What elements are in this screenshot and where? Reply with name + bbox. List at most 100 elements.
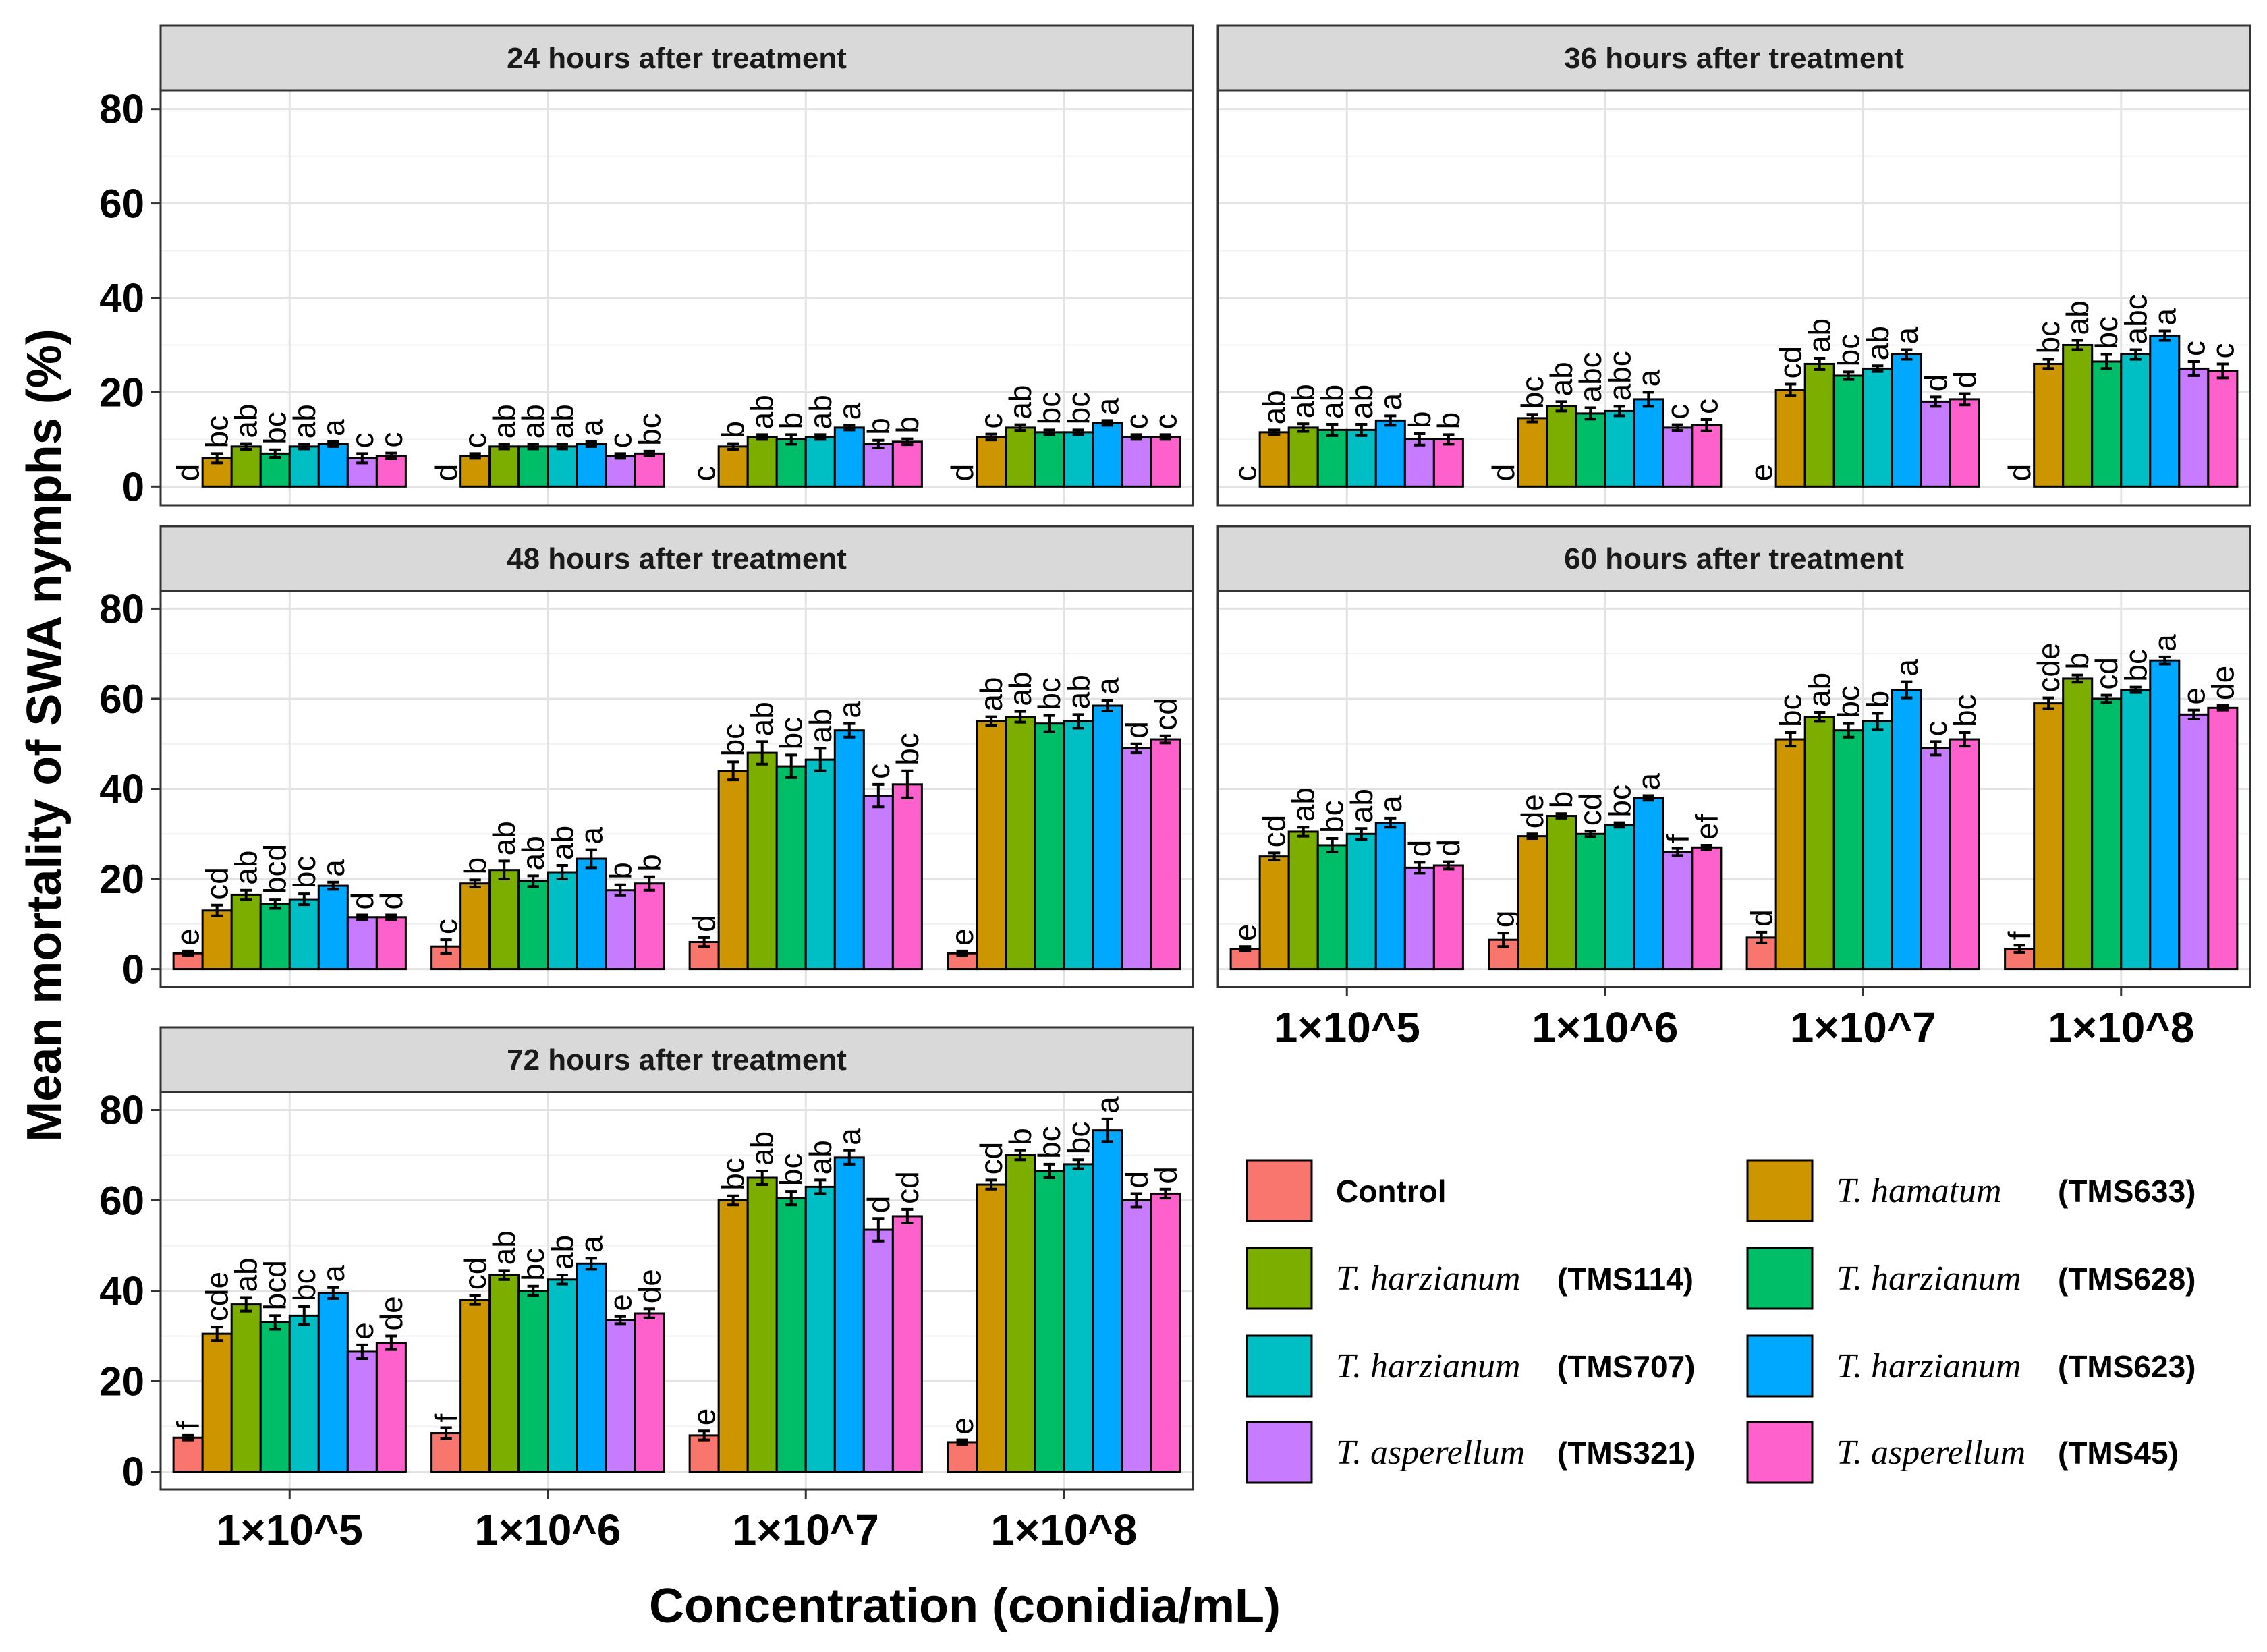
legend-entry: T. harzianum (TMS623) [1746,1334,2195,1398]
significance-label: c [1119,414,1154,429]
bar [1005,716,1036,971]
significance-label: ab [486,821,522,855]
significance-label: bc [1315,800,1350,833]
significance-label: ab [1344,789,1379,823]
bar [605,1319,636,1473]
bar [1803,362,1835,488]
significance-label: ab [1286,384,1321,418]
bar [862,795,894,971]
panel-4: 60 hours after treatmentecdabbcabaddgdeb… [1216,525,2251,1052]
bar [488,1274,520,1473]
significance-label: de [374,1296,409,1330]
panel-strip [1216,24,2251,92]
significance-label: d [687,915,722,932]
legend-swatch [1246,1334,1313,1398]
bar [1891,689,1922,971]
legend-swatch [1746,1159,1814,1222]
bar [947,1441,978,1473]
significance-label: cd [1573,793,1608,826]
bar [1092,422,1123,488]
legend-strain-label: (TMS114) [1557,1261,1694,1297]
bar [1121,1199,1152,1473]
bar [2178,713,2210,971]
bar [2207,706,2239,971]
bar [833,1156,865,1473]
x-tick-label: 1×10^7 [1790,1003,1936,1052]
bar [976,436,1007,488]
significance-label: cde [200,1272,235,1321]
significance-label: ab [1344,384,1379,419]
significance-label: bc [1061,392,1096,425]
bar [2062,677,2094,971]
significance-label: c [687,465,722,481]
bar [1432,438,1464,488]
significance-label: a [1090,397,1125,415]
significance-label: de [632,1269,667,1303]
bar [1691,424,1723,488]
significance-label: bc [1032,1126,1067,1159]
bar [201,909,233,971]
significance-label: e [945,1417,980,1435]
bar [1287,426,1319,488]
legend-strain-label: (TMS623) [2058,1349,2195,1384]
legend-entry: T. asperellum (TMS45) [1746,1421,2179,1484]
significance-label: a [1373,393,1408,410]
significance-label: b [1860,691,1895,708]
bar [717,770,749,971]
significance-label: d [1431,839,1466,857]
significance-label: a [2147,634,2182,652]
bar [775,1197,807,1473]
significance-label: bc [2089,316,2124,349]
bar [1691,846,1723,971]
significance-label: a [1631,369,1666,387]
significance-label: b [457,857,493,875]
bar [1575,412,1606,488]
significance-label: de [1515,794,1550,828]
y-tick-label: 20 [99,857,144,902]
significance-label: d [2002,464,2037,482]
significance-label: ab [544,1235,580,1270]
bar [1150,1192,1181,1473]
bar [2207,370,2239,488]
bar [230,893,262,971]
significance-label: d [1119,1171,1154,1189]
bar [976,1183,1007,1473]
bar [1575,832,1606,971]
bar [172,1436,204,1473]
bar [2033,362,2065,488]
significance-label: d [1744,909,1779,927]
significance-label: c [345,432,380,448]
legend-entry: T. asperellum (TMS321) [1246,1421,1695,1484]
bar [891,783,923,971]
bar [288,898,320,971]
y-tick-label: 20 [99,1359,144,1404]
significance-label: f [171,1421,206,1430]
bar [804,436,836,488]
legend-species-label: T. asperellum [1837,1433,2025,1472]
significance-label: cd [974,1142,1009,1175]
significance-label: e [1744,464,1779,482]
bar [833,729,865,971]
bar [634,1312,665,1473]
significance-label: bc [287,1268,322,1301]
significance-label: abc [2118,294,2153,344]
bar [1832,729,1864,971]
significance-label: bc [1602,785,1637,818]
significance-label: ab [486,404,522,438]
bar [259,903,291,971]
bar [804,1185,836,1473]
bar [1662,426,1694,488]
legend-species-label: T. harzianum [1336,1259,1521,1298]
bar [717,445,749,488]
bar [1063,1163,1094,1473]
x-tick-label: 1×10^6 [474,1506,621,1554]
bar [2091,697,2123,971]
significance-label: bc [1831,334,1866,367]
bar [1832,374,1864,488]
bar [230,1303,262,1473]
bar [259,1321,291,1473]
y-tick-label: 0 [122,947,144,992]
bar [1316,844,1348,971]
panel-title: 72 hours after treatment [507,1044,847,1077]
panel-border [1216,590,2251,988]
